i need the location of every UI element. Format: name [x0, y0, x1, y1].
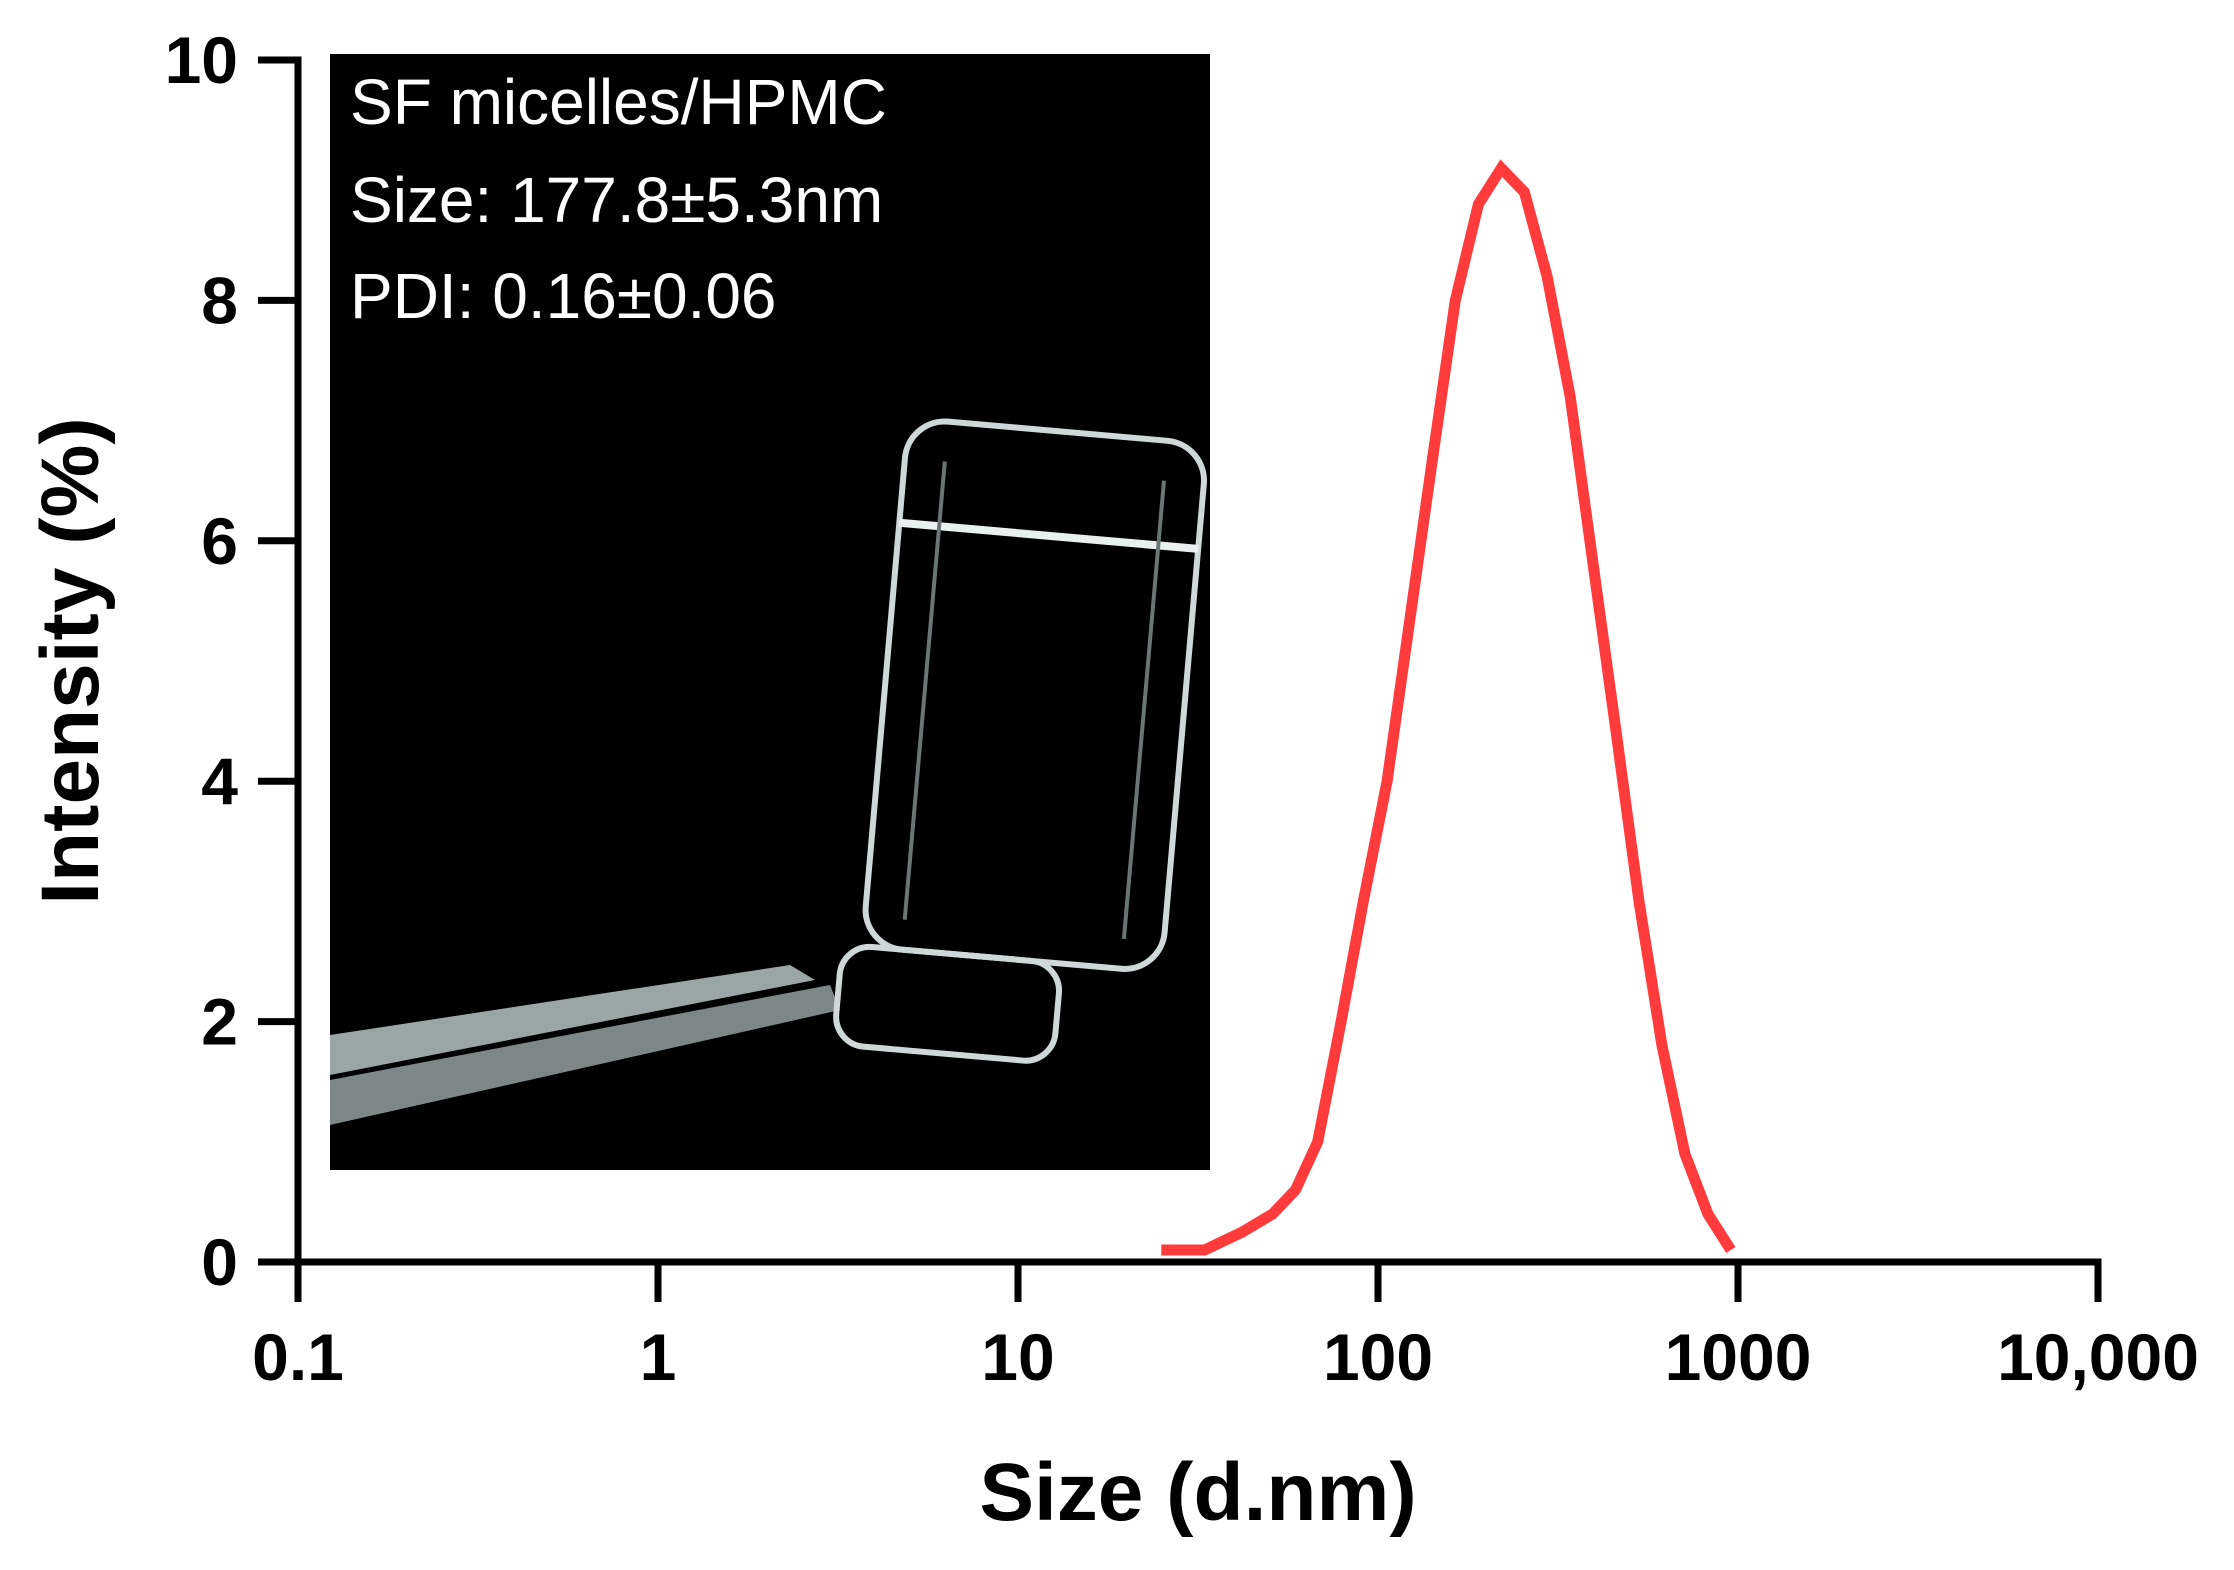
inset-label-sample: SF micelles/HPMC: [350, 66, 887, 138]
y-tick-label: 10: [165, 23, 238, 97]
x-tick-label: 0.1: [252, 1320, 344, 1394]
inset-label-pdi: PDI: 0.16±0.06: [350, 260, 777, 332]
y-axis-title: Intensity (%): [25, 417, 116, 904]
x-tick-label: 1: [640, 1320, 677, 1394]
x-tick-label: 10,000: [1997, 1320, 2199, 1394]
y-tick-label: 0: [201, 1225, 238, 1299]
y-axis-ticks: 0 2 4 6 8 10: [165, 23, 298, 1299]
y-tick-label: 8: [201, 263, 238, 337]
y-tick-label: 2: [201, 985, 238, 1059]
x-tick-label: 100: [1323, 1320, 1433, 1394]
vial-illustration: [330, 418, 1207, 1125]
series-line-intensity: [1161, 159, 1736, 1256]
tweezers-illustration: [330, 965, 815, 1075]
inset-label-size: Size: 177.8±5.3nm: [350, 164, 883, 236]
x-axis-title: Size (d.nm): [979, 1447, 1416, 1538]
x-axis-ticks: 0.1 1 10 100 1000 10,000: [252, 1262, 2199, 1394]
y-tick-label: 6: [201, 504, 238, 578]
inset-photo: SF micelles/HPMC Size: 177.8±5.3nm PDI: …: [330, 54, 1210, 1170]
x-tick-label: 1000: [1665, 1320, 1812, 1394]
y-tick-label: 4: [201, 744, 238, 818]
x-tick-label: 10: [981, 1320, 1054, 1394]
vial-neck: [833, 943, 1063, 1064]
